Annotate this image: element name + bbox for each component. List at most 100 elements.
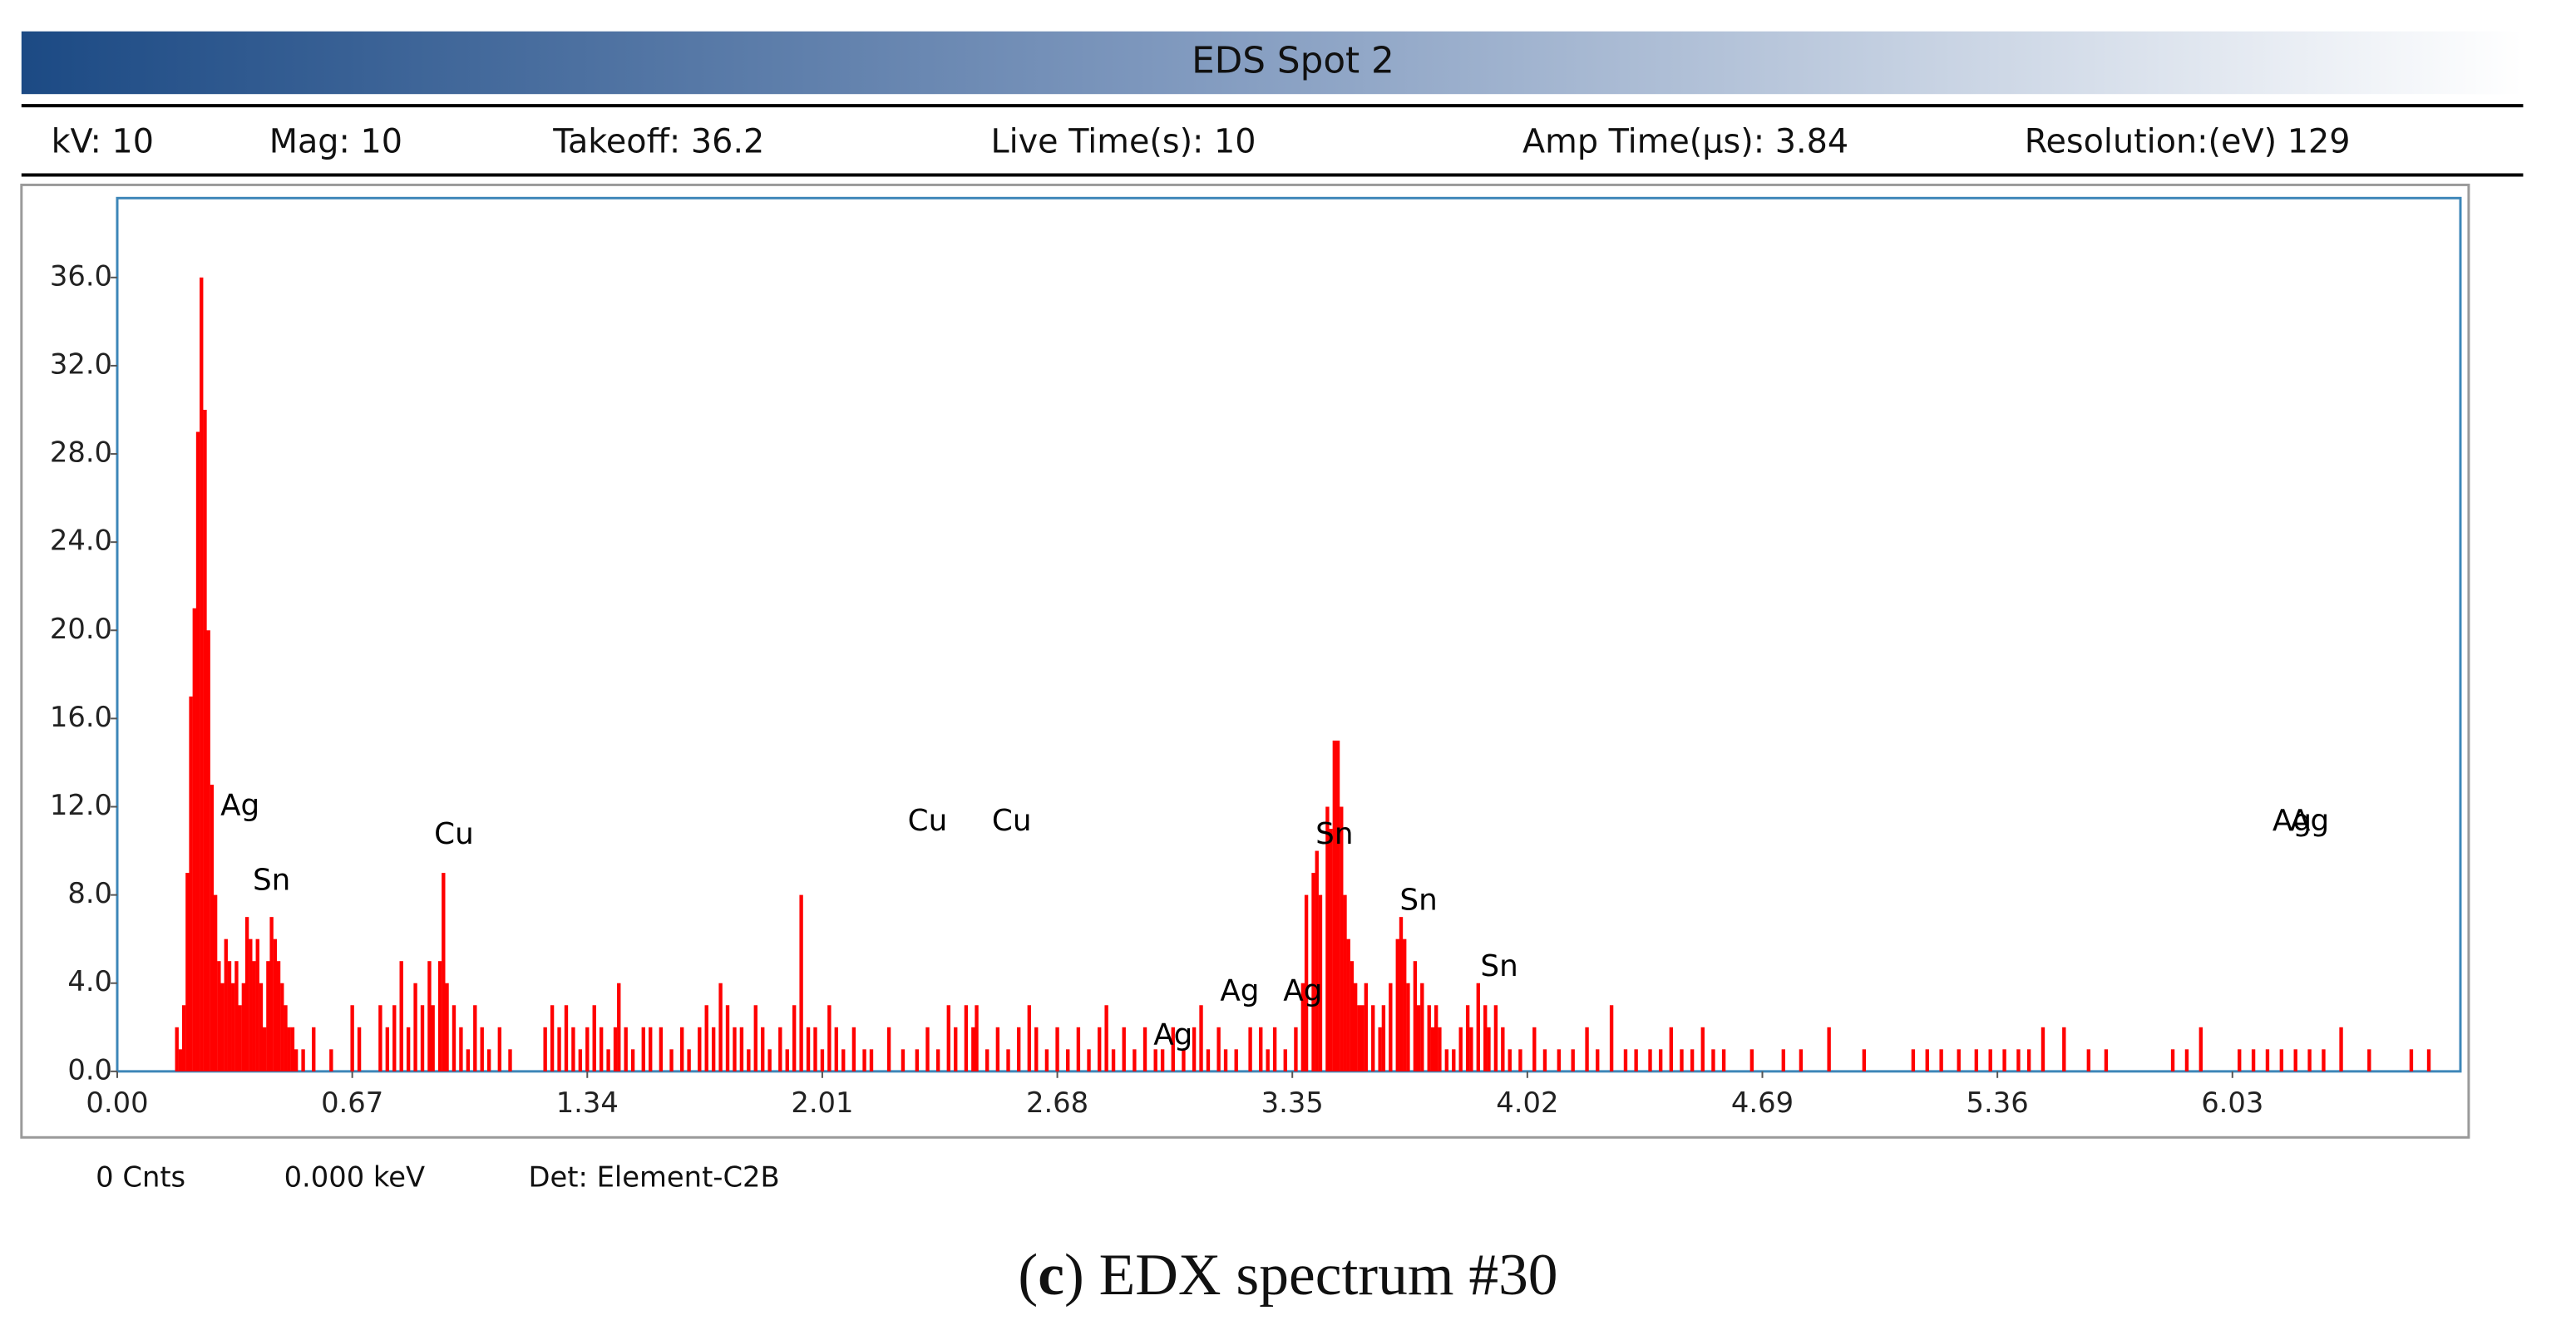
spectrum-bar [767, 1049, 772, 1071]
spectrum-bar [733, 1027, 737, 1071]
spectrum-bar [659, 1027, 664, 1071]
spectrum-bar [392, 1005, 397, 1071]
spectrum-bar [1988, 1049, 1992, 1071]
spectrum-bar [585, 1027, 590, 1071]
spectrum-bar [1406, 983, 1410, 1071]
spectrum-bar [1781, 1049, 1785, 1071]
spectrum-bar [1206, 1049, 1211, 1071]
peak-label: Sn [1480, 949, 1517, 983]
spectrum-bar [2426, 1049, 2431, 1071]
caption-letter: c [1038, 1242, 1064, 1308]
spectrum-bar [1634, 1049, 1638, 1071]
spectrum-bar [2002, 1049, 2006, 1071]
spectrum-bar [915, 1049, 920, 1071]
spectrum-bar [1318, 894, 1323, 1071]
spectrum-bar [1403, 938, 1407, 1071]
spectrum-bar [886, 1027, 891, 1071]
spectrum-bar [1501, 1027, 1505, 1071]
header-bar [21, 31, 2524, 95]
spectrum-bar [2307, 1049, 2312, 1071]
status-field: 0 Cnts [96, 1160, 185, 1193]
spectrum-bar [1939, 1049, 1943, 1071]
peak-label: Cu [434, 817, 474, 851]
spectrum-bar [2026, 1049, 2031, 1071]
spectrum-bar [2238, 1049, 2242, 1071]
spectrum-bar [238, 1005, 242, 1071]
spectrum-bar [1027, 1005, 1032, 1071]
spectrum-bar [1248, 1027, 1252, 1071]
spectrum-bar [1700, 1027, 1705, 1071]
y-tick-label: 36.0 [50, 259, 112, 292]
spectrum-bar [1304, 894, 1309, 1071]
spectrum-bar [1234, 1049, 1238, 1071]
spectrum-bar [698, 1027, 702, 1071]
spectrum-bar [1066, 1049, 1070, 1071]
spectrum-bar [834, 1027, 838, 1071]
spectrum-bar [1427, 1005, 1431, 1071]
spectrum-bar [2198, 1027, 2203, 1071]
spectrum-bar [378, 1005, 382, 1071]
spectrum-bar [2339, 1027, 2343, 1071]
spectrum-bar [1283, 1049, 1287, 1071]
spectrum-bar [711, 1027, 716, 1071]
spectrum-bar [2251, 1049, 2256, 1071]
spectrum-bar [624, 1027, 628, 1071]
plot-area [116, 196, 2462, 1073]
spectrum-bar [571, 1027, 575, 1071]
spectrum-bar [1329, 829, 1333, 1071]
spectrum-bar [497, 1027, 502, 1071]
y-tick-label: 24.0 [50, 525, 112, 557]
spectrum-bar [869, 1049, 874, 1071]
info-field: Takeoff: 36.2 [552, 122, 764, 160]
spectrum-bar [1609, 1005, 1614, 1071]
spectrum-bar [2322, 1049, 2326, 1071]
spectrum-bar [1266, 1049, 1270, 1071]
spectrum-bar [1493, 1005, 1498, 1071]
spectrum-bar [192, 608, 196, 1071]
spectrum-bar [985, 1049, 989, 1071]
spectrum-bar [1315, 850, 1319, 1071]
spectrum-bar [508, 1049, 512, 1071]
spectrum-bar [431, 1005, 435, 1071]
spectrum-bar [761, 1027, 765, 1071]
spectrum-bar [1911, 1049, 1916, 1071]
spectrum-bar [578, 1049, 583, 1071]
spectrum-bar [480, 1027, 484, 1071]
spectrum-bar [1350, 961, 1355, 1071]
spectrum-bar [1192, 1027, 1197, 1071]
spectrum-bar [276, 961, 281, 1071]
spectrum-bar [259, 983, 264, 1071]
spectrum-bar [1395, 938, 1399, 1071]
peak-label: Sn [1399, 884, 1437, 918]
spectrum-bar [280, 983, 284, 1071]
spectrum-bar [459, 1027, 463, 1071]
spectrum-bar [445, 983, 449, 1071]
spectrum-bar [630, 1049, 635, 1071]
spectrum-bar [2367, 1049, 2371, 1071]
peak-label: Sn [1315, 817, 1353, 851]
spectrum-bar [1332, 740, 1337, 1071]
x-tick-label: 5.36 [1967, 1086, 2029, 1119]
spectrum-bar [1076, 1027, 1081, 1071]
spectrum-bar [452, 1005, 456, 1071]
spectrum-bar [543, 1027, 547, 1071]
spectrum-bar [1160, 1049, 1165, 1071]
spectrum-bar [175, 1027, 179, 1071]
spectrum-bar [1974, 1049, 1979, 1071]
spectrum-bar [2041, 1027, 2046, 1071]
spectrum-bar [185, 873, 190, 1071]
spectrum-bar [599, 1027, 604, 1071]
spectrum-bar [385, 1027, 390, 1071]
spectrum-bar [1721, 1049, 1726, 1071]
spectrum-bar [442, 873, 446, 1071]
x-tick-label: 1.34 [556, 1086, 619, 1119]
spectrum-bar [641, 1027, 645, 1071]
x-tick-label: 4.02 [1496, 1086, 1558, 1119]
spectrum-bar [1469, 1027, 1473, 1071]
spectrum-bar [550, 1005, 555, 1071]
peak-label: Ag [220, 789, 259, 823]
spectrum-bar [181, 1005, 186, 1071]
spectrum-bar [1153, 1049, 1157, 1071]
spectrum-bar [224, 938, 228, 1071]
